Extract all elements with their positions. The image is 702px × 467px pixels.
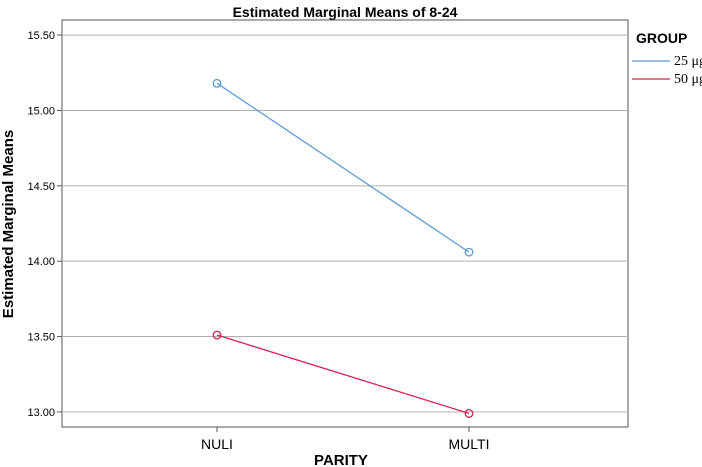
series-line: [216, 334, 470, 415]
y-tick-label: 13.50: [27, 332, 55, 344]
series-layer: [212, 78, 474, 418]
x-axis-label: PARITY: [314, 452, 368, 467]
y-tick-label: 13.00: [27, 407, 55, 419]
y-tick-label: 15.00: [27, 105, 55, 117]
gridlines: [62, 34, 628, 413]
plot-area: [61, 19, 629, 428]
x-tick-label: MULTI: [449, 436, 490, 452]
chart-title: Estimated Marginal Means of 8-24: [233, 4, 458, 20]
legend-label: 50 μg: [674, 72, 702, 87]
data-point: [464, 247, 474, 257]
x-tick-label: NULI: [201, 436, 233, 452]
data-point: [464, 408, 474, 418]
series-line: [216, 82, 470, 253]
y-axis-label: Estimated Marginal Means: [0, 130, 17, 318]
x-axis-ticks: NULI MULTI: [201, 427, 489, 452]
y-axis-ticks: 13.00 13.50 14.00 14.50 15.00 15.50: [27, 30, 62, 419]
y-tick-label: 14.50: [27, 181, 55, 193]
legend-label: 25 μg: [674, 54, 702, 69]
data-point: [212, 78, 222, 88]
data-point: [212, 330, 222, 340]
y-tick-label: 14.00: [27, 256, 55, 268]
legend-title: GROUP: [636, 30, 687, 46]
legend: 25 μg 50 μg: [632, 54, 702, 87]
y-tick-label: 15.50: [27, 30, 55, 42]
